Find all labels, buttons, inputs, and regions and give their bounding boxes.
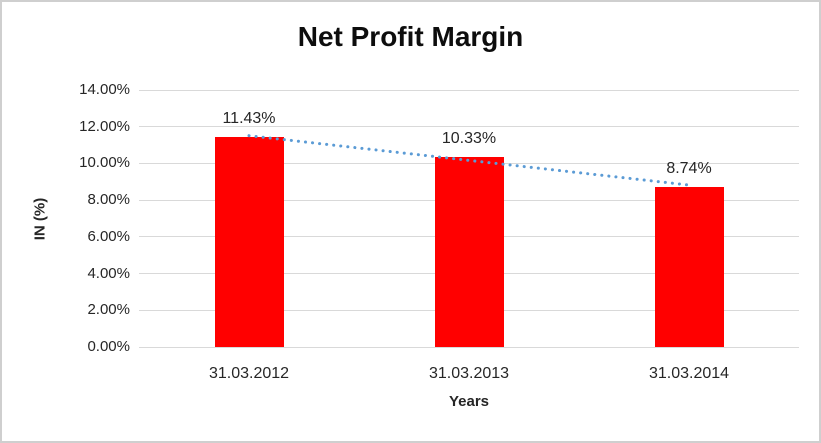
x-axis-title: Years: [448, 393, 490, 410]
y-tick-label: 14.00%: [79, 81, 130, 98]
bar-31.03.2012: [214, 137, 284, 347]
gridline: [139, 89, 799, 91]
x-tick-label: 31.03.2012: [208, 365, 290, 382]
x-tick-label: 31.03.2014: [648, 365, 730, 382]
data-label: 10.33%: [441, 130, 497, 148]
bar-31.03.2013: [434, 157, 504, 347]
y-tick-label: 2.00%: [87, 301, 130, 319]
y-tick-label: 10.00%: [79, 154, 130, 172]
y-tick-label: 8.00%: [87, 191, 130, 209]
x-tick-label: 31.03.2013: [428, 365, 510, 382]
data-label: 11.43%: [222, 110, 276, 128]
data-label: 8.74%: [666, 159, 712, 177]
gridline: [139, 126, 799, 128]
y-tick-label: 0.00%: [87, 338, 130, 355]
y-tick-label: 4.00%: [87, 264, 130, 282]
chart-title: Net Profit Margin: [297, 21, 524, 52]
gridline: [139, 346, 799, 348]
y-tick-label: 12.00%: [79, 117, 130, 135]
y-tick-label: 6.00%: [87, 227, 130, 245]
bar-31.03.2014: [654, 186, 724, 347]
